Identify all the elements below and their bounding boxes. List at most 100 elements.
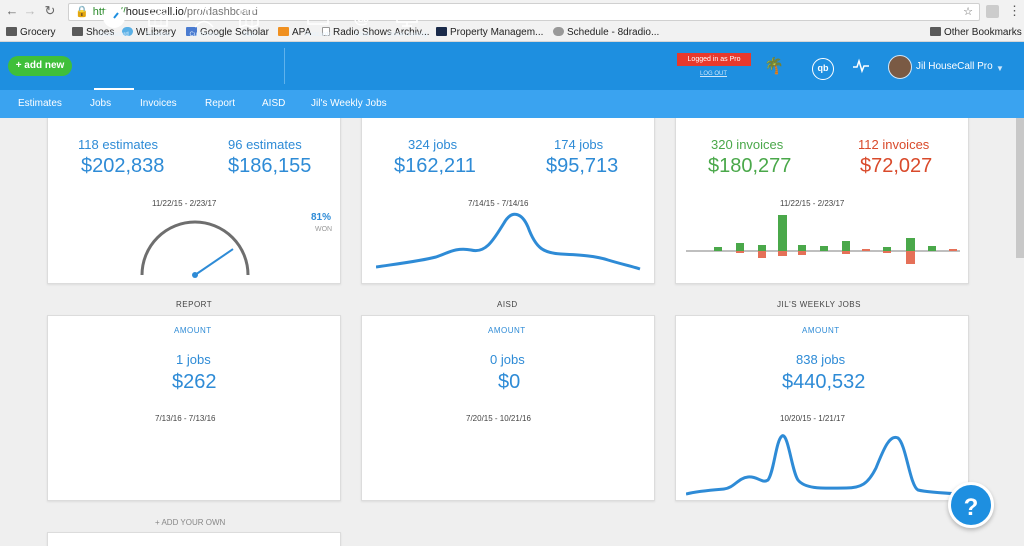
help-button[interactable]: ? bbox=[948, 482, 994, 528]
estimates-left-amount: $202,838 bbox=[81, 155, 165, 177]
chevron-down-icon[interactable]: ▼ bbox=[996, 64, 1004, 73]
forward-icon[interactable]: → bbox=[23, 3, 37, 18]
invoice-unpaid-bar bbox=[736, 251, 744, 253]
gauge-label: WON bbox=[315, 226, 333, 233]
invoice-paid-bar bbox=[714, 247, 722, 251]
bookmark-radio-shows[interactable]: Radio Shows Archiv... bbox=[322, 26, 430, 39]
logged-in-badge: Logged in as Pro bbox=[677, 53, 751, 66]
nav-map[interactable]: Map bbox=[227, 6, 271, 38]
add-your-own-link[interactable]: + ADD YOUR OWN bbox=[155, 518, 226, 527]
weekly-jobs-card[interactable]: AMOUNT 838 jobs $440,532 10/20/15 - 1/21… bbox=[675, 315, 969, 501]
bookmark-star-icon[interactable]: ☆ bbox=[963, 6, 973, 18]
report-card[interactable]: AMOUNT 1 jobs $262 7/13/16 - 7/13/16 bbox=[47, 315, 341, 501]
dashboard-icon bbox=[103, 6, 125, 28]
jobs-trend-line bbox=[376, 212, 641, 271]
estimates-card[interactable]: 118 estimates $202,838 96 estimates $186… bbox=[47, 118, 341, 284]
extension-icon[interactable] bbox=[986, 5, 999, 18]
nav-dashboard[interactable]: Dashboard bbox=[92, 6, 136, 38]
jobs-left-count: 324 jobs bbox=[408, 137, 458, 152]
reload-icon[interactable]: ↻ bbox=[44, 3, 56, 18]
bookmark-apa[interactable]: APA bbox=[278, 26, 311, 39]
weekly-count: 838 jobs bbox=[796, 352, 846, 367]
nav-divider bbox=[284, 48, 285, 84]
aisd-amount-label: AMOUNT bbox=[488, 326, 526, 335]
bookmark-property-management[interactable]: Property Managem... bbox=[436, 26, 543, 39]
postcard-icon bbox=[307, 9, 329, 25]
activity-icon[interactable] bbox=[853, 58, 869, 74]
globe-icon bbox=[553, 27, 564, 36]
aisd-heading: AISD bbox=[497, 300, 518, 309]
subnav-report[interactable]: Report bbox=[205, 98, 236, 109]
invoices-left-amount: $180,277 bbox=[708, 155, 792, 177]
new-widget-card[interactable] bbox=[47, 532, 341, 546]
subnav-aisd[interactable]: AISD bbox=[262, 98, 286, 109]
subnav-weekly-jobs[interactable]: Jil's Weekly Jobs bbox=[311, 98, 387, 109]
other-bookmarks[interactable]: Other Bookmarks bbox=[930, 26, 1022, 39]
palm-tree-icon[interactable]: 🌴 bbox=[764, 58, 784, 75]
invoice-paid-bar bbox=[820, 246, 828, 251]
estimates-right-amount: $186,155 bbox=[228, 155, 312, 177]
jobs-card[interactable]: 324 jobs $162,211 174 jobs $95,713 7/14/… bbox=[361, 118, 655, 284]
invoice-paid-bar bbox=[906, 238, 915, 251]
invoices-right-count: 112 invoices bbox=[858, 137, 930, 152]
user-name[interactable]: Jil HouseCall Pro bbox=[916, 61, 993, 72]
invoices-left-count: 320 invoices bbox=[711, 137, 784, 152]
invoice-unpaid-bar bbox=[949, 249, 957, 251]
invoices-date-range: 11/22/15 - 2/23/17 bbox=[780, 199, 845, 208]
report-heading: REPORT bbox=[176, 300, 213, 309]
gauge-hub bbox=[192, 272, 198, 278]
r-icon bbox=[436, 27, 447, 36]
gauge-needle bbox=[194, 248, 234, 276]
nav-email[interactable]: @ Email bbox=[352, 7, 372, 38]
bookmark-google-scholar[interactable]: Google Scholar bbox=[186, 26, 269, 39]
invoices-card[interactable]: 320 invoices $180,277 112 invoices $72,0… bbox=[675, 118, 969, 284]
jobs-left-amount: $162,211 bbox=[394, 155, 476, 177]
estimates-date-range: 11/22/15 - 2/23/17 bbox=[152, 199, 217, 208]
folder-icon bbox=[930, 27, 941, 36]
quickbooks-icon[interactable]: qb bbox=[812, 58, 834, 80]
nav-schedule[interactable]: Schedule bbox=[136, 6, 180, 38]
page-scrollbar[interactable] bbox=[1016, 118, 1024, 258]
folder-icon bbox=[6, 27, 17, 36]
invoice-unpaid-bar bbox=[862, 249, 870, 251]
subnav-estimates[interactable]: Estimates bbox=[18, 98, 62, 109]
weekly-sparkline bbox=[686, 434, 960, 496]
bookmarks-bar: Grocery Shoes WLibrary Google Scholar AP… bbox=[0, 24, 1024, 42]
weekly-date-range: 10/20/15 - 1/21/17 bbox=[780, 414, 845, 423]
bookmark-wlibrary[interactable]: WLibrary bbox=[122, 26, 176, 39]
aisd-card[interactable]: AMOUNT 0 jobs $0 7/20/15 - 10/21/16 bbox=[361, 315, 655, 501]
cloud-icon bbox=[122, 27, 133, 36]
weekly-amount-label: AMOUNT bbox=[802, 326, 840, 335]
invoices-bar-chart bbox=[686, 215, 960, 264]
address-bar[interactable]: 🔒https://housecall.io/pro/dashboard ☆ bbox=[68, 3, 980, 21]
nav-customers[interactable]: Customers bbox=[182, 6, 226, 38]
subnav-jobs[interactable]: Jobs bbox=[90, 98, 112, 109]
invoice-paid-bar bbox=[883, 247, 891, 251]
url-host: housecall.io bbox=[125, 6, 184, 18]
avatar[interactable] bbox=[888, 55, 912, 79]
gauge-percent: 81% bbox=[311, 212, 332, 223]
report-amount: $262 bbox=[172, 371, 217, 393]
aisd-amount: $0 bbox=[498, 371, 521, 393]
invoice-paid-bar bbox=[758, 245, 766, 251]
logout-link[interactable]: LOG OUT bbox=[700, 71, 728, 77]
bookmark-grocery[interactable]: Grocery bbox=[6, 26, 56, 39]
invoice-unpaid-bar bbox=[842, 251, 850, 254]
browser-toolbar: ← → ↻ 🔒https://housecall.io/pro/dashboar… bbox=[0, 0, 1024, 24]
back-icon[interactable]: ← bbox=[5, 3, 19, 18]
bookmark-schedule[interactable]: Schedule - 8dradio... bbox=[553, 26, 659, 39]
person-icon bbox=[194, 7, 214, 28]
lock-icon: 🔒 bbox=[75, 6, 89, 18]
nav-postcards[interactable]: Postcards bbox=[296, 6, 340, 38]
invoice-paid-bar bbox=[778, 215, 787, 251]
jobs-sparkline bbox=[376, 212, 641, 271]
add-new-button[interactable]: + add new bbox=[8, 56, 72, 76]
browser-menu-icon[interactable]: ⋮ bbox=[1008, 3, 1021, 18]
page-icon bbox=[322, 27, 330, 36]
subnav-invoices[interactable]: Invoices bbox=[140, 98, 177, 109]
invoice-unpaid-bar bbox=[883, 251, 891, 253]
estimates-left-count: 118 estimates bbox=[78, 137, 158, 152]
nav-online-booking[interactable]: Online booking bbox=[384, 6, 430, 38]
folder-icon bbox=[72, 27, 83, 36]
bookmark-shoes[interactable]: Shoes bbox=[72, 26, 114, 39]
